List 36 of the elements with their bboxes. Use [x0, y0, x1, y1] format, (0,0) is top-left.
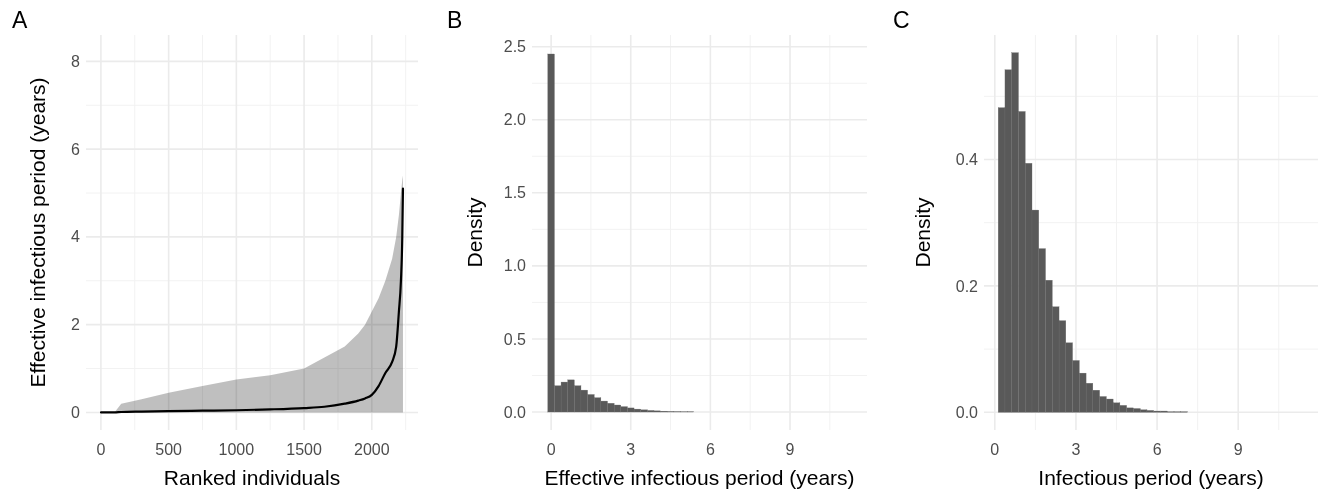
x-tick-label: 6 [1152, 441, 1162, 458]
x-axis-title: Ranked individuals [163, 466, 341, 489]
y-tick-label: 2.5 [503, 38, 527, 56]
y-tick-label: 0.0 [955, 403, 979, 421]
x-axis-title: Effective infectious period (years) [544, 466, 855, 489]
x-tick-label: 9 [785, 441, 795, 458]
x-tick-label: 2000 [354, 441, 390, 458]
y-tick-label: 0.2 [955, 277, 979, 295]
x-tick-label: 0 [546, 441, 556, 458]
x-tick-label: 1500 [286, 441, 322, 458]
y-tick-label: 6 [71, 140, 81, 158]
x-tick-label: 3 [626, 441, 636, 458]
y-tick-label: 8 [71, 52, 81, 70]
chart-title: C [893, 7, 910, 33]
y-tick-label: 0 [71, 404, 81, 422]
x-tick-label: 1000 [218, 441, 255, 458]
x-tick-label: 0 [96, 441, 106, 458]
y-tick-label: 1.0 [503, 257, 527, 275]
x-tick-label: 9 [1233, 441, 1243, 458]
y-axis-title: Effective infectious period (years) [26, 77, 49, 388]
y-tick-label: 2.0 [503, 111, 527, 129]
y-tick-label: 4 [71, 228, 81, 246]
y-tick-label: 0.0 [503, 403, 527, 421]
y-tick-label: 2 [71, 316, 81, 334]
y-tick-label: 0.4 [955, 151, 979, 169]
y-tick-label: 0.5 [503, 330, 527, 348]
x-tick-label: 0 [990, 441, 1000, 458]
chart-title: A [12, 7, 28, 33]
y-axis-title: Density [463, 196, 486, 268]
x-tick-label: 500 [155, 441, 183, 458]
y-tick-label: 1.5 [503, 184, 527, 202]
x-axis-title: Infectious period (years) [1038, 466, 1264, 489]
x-tick-label: 3 [1071, 441, 1081, 458]
x-tick-label: 6 [705, 441, 715, 458]
chart-title: B [447, 7, 463, 33]
y-axis-title: Density [911, 196, 934, 268]
